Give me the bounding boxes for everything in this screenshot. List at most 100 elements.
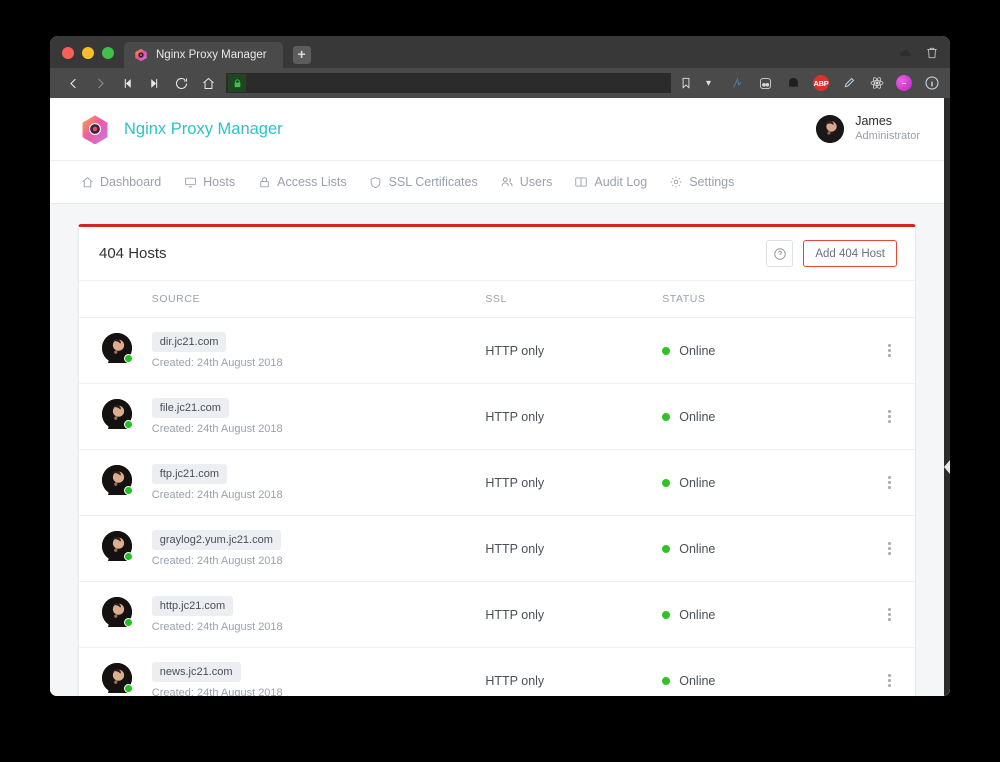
- address-bar[interactable]: [226, 73, 671, 93]
- nav-item-access-lists[interactable]: Access Lists: [257, 175, 347, 189]
- table-row[interactable]: http.jc21.com Created: 24th August 2018 …: [79, 581, 915, 648]
- table-row[interactable]: news.jc21.com Created: 24th August 2018 …: [79, 647, 915, 696]
- online-status-dot-icon: [123, 354, 133, 363]
- app-header: Nginx Proxy Manager James Administrator: [50, 98, 950, 160]
- user-role: Administrator: [855, 129, 920, 142]
- nav-item-dashboard[interactable]: Dashboard: [80, 175, 161, 189]
- pipette-icon[interactable]: [840, 75, 857, 92]
- table-row[interactable]: dir.jc21.com Created: 24th August 2018 H…: [79, 317, 915, 384]
- row-avatar-cell: [79, 317, 152, 384]
- chevron-down-icon[interactable]: ▾: [705, 77, 712, 89]
- ssl-value: HTTP only: [485, 607, 545, 622]
- minimize-window-button[interactable]: [82, 47, 94, 59]
- lock-icon: [228, 74, 246, 92]
- nav-label: Users: [519, 175, 553, 189]
- row-status-cell: Online: [662, 515, 865, 582]
- status-badge: Online: [679, 607, 716, 622]
- nav-label: Access Lists: [277, 175, 347, 189]
- back-icon[interactable]: [60, 72, 87, 94]
- source-domain-tag[interactable]: dir.jc21.com: [151, 332, 227, 352]
- row-menu-button[interactable]: [864, 608, 915, 621]
- avatar: [101, 333, 133, 363]
- browser-window: Nginx Proxy Manager +: [50, 36, 950, 696]
- home-icon[interactable]: [195, 72, 222, 94]
- privacy-badger-icon[interactable]: –: [896, 75, 912, 91]
- status-badge: Online: [679, 343, 716, 358]
- app-viewport: Nginx Proxy Manager James Administrator: [50, 98, 950, 696]
- row-avatar-cell: [79, 581, 152, 648]
- user-name: James: [855, 114, 893, 129]
- new-tab-button[interactable]: +: [292, 46, 311, 64]
- info-circle-icon[interactable]: [923, 75, 940, 92]
- table-row[interactable]: graylog2.yum.jc21.com Created: 24th Augu…: [79, 515, 915, 582]
- source-created-date: Created: 24th August 2018: [151, 621, 283, 633]
- nav-label: SSL Certificates: [388, 175, 478, 189]
- table-row[interactable]: file.jc21.com Created: 24th August 2018 …: [79, 383, 915, 450]
- ghostery-icon[interactable]: [785, 75, 802, 92]
- forward-icon[interactable]: [87, 72, 114, 94]
- help-button[interactable]: [766, 240, 794, 267]
- browser-toolbar: ▾ ABP: [50, 68, 950, 98]
- nav-item-audit-log[interactable]: Audit Log: [574, 175, 647, 189]
- scroll-edge-indicator-icon[interactable]: [942, 456, 950, 478]
- first-page-icon[interactable]: [114, 72, 141, 94]
- row-source-cell: ftp.jc21.com Created: 24th August 2018: [151, 449, 486, 516]
- close-window-button[interactable]: [62, 47, 74, 59]
- ssl-value: HTTP only: [485, 541, 545, 556]
- status-badge: Online: [679, 673, 716, 688]
- card-header: 404 Hosts Add 404 Host: [79, 227, 915, 281]
- user-menu[interactable]: James Administrator: [816, 114, 920, 143]
- last-page-icon[interactable]: [141, 72, 168, 94]
- nav-label: Settings: [689, 175, 735, 189]
- row-source-cell: file.jc21.com Created: 24th August 2018: [151, 383, 486, 450]
- hosts-card: 404 Hosts Add 404 Host: [78, 224, 916, 696]
- maximize-window-button[interactable]: [102, 47, 114, 59]
- nav-label: Hosts: [203, 175, 236, 189]
- adblock-plus-icon[interactable]: ABP: [813, 75, 829, 91]
- source-domain-tag[interactable]: file.jc21.com: [151, 398, 229, 418]
- npm-hexagon-icon: [134, 48, 148, 62]
- checkmark-icon[interactable]: [729, 75, 746, 92]
- row-menu-button[interactable]: [864, 674, 915, 687]
- add-404-host-button[interactable]: Add 404 Host: [803, 240, 897, 267]
- window-controls: [50, 47, 124, 68]
- bookmark-icon[interactable]: [677, 75, 694, 92]
- table-row[interactable]: ftp.jc21.com Created: 24th August 2018 H…: [79, 449, 915, 516]
- source-domain-tag[interactable]: news.jc21.com: [151, 662, 241, 682]
- cloud-icon[interactable]: [898, 46, 913, 61]
- nav-item-users[interactable]: Users: [500, 175, 553, 189]
- row-menu-button[interactable]: [864, 410, 915, 423]
- row-source-cell: graylog2.yum.jc21.com Created: 24th Augu…: [151, 515, 486, 582]
- hosts-table-body: dir.jc21.com Created: 24th August 2018 H…: [79, 317, 915, 696]
- brand[interactable]: Nginx Proxy Manager: [80, 114, 283, 145]
- nav-item-settings[interactable]: Settings: [669, 175, 734, 189]
- source-created-date: Created: 24th August 2018: [151, 489, 283, 501]
- row-ssl-cell: HTTP only: [485, 449, 663, 516]
- row-status-cell: Online: [662, 581, 865, 648]
- ssl-value: HTTP only: [485, 409, 545, 424]
- tampermonkey-icon[interactable]: [757, 75, 774, 92]
- row-menu-button[interactable]: [864, 476, 915, 489]
- ssl-value: HTTP only: [485, 343, 545, 358]
- source-domain-tag[interactable]: graylog2.yum.jc21.com: [151, 530, 281, 550]
- reload-icon[interactable]: [168, 72, 195, 94]
- nav-item-ssl-certificates[interactable]: SSL Certificates: [369, 175, 478, 189]
- browser-tab-title: Nginx Proxy Manager: [156, 49, 267, 61]
- react-icon[interactable]: [868, 75, 885, 92]
- row-status-cell: Online: [662, 383, 865, 450]
- page-right-edge: [944, 98, 950, 696]
- row-menu-button[interactable]: [864, 344, 915, 357]
- row-status-cell: Online: [662, 647, 865, 696]
- trash-icon[interactable]: [925, 46, 940, 61]
- status-dot-icon: [662, 346, 671, 355]
- source-created-date: Created: 24th August 2018: [151, 555, 283, 567]
- source-created-date: Created: 24th August 2018: [151, 423, 283, 435]
- card-actions: Add 404 Host: [766, 240, 897, 267]
- source-domain-tag[interactable]: http.jc21.com: [151, 596, 234, 616]
- book-icon: [574, 175, 588, 189]
- row-menu-button[interactable]: [864, 542, 915, 555]
- source-domain-tag[interactable]: ftp.jc21.com: [151, 464, 228, 484]
- nav-item-hosts[interactable]: Hosts: [183, 175, 235, 189]
- browser-tab[interactable]: Nginx Proxy Manager: [124, 42, 283, 68]
- ssl-value: HTTP only: [485, 475, 545, 490]
